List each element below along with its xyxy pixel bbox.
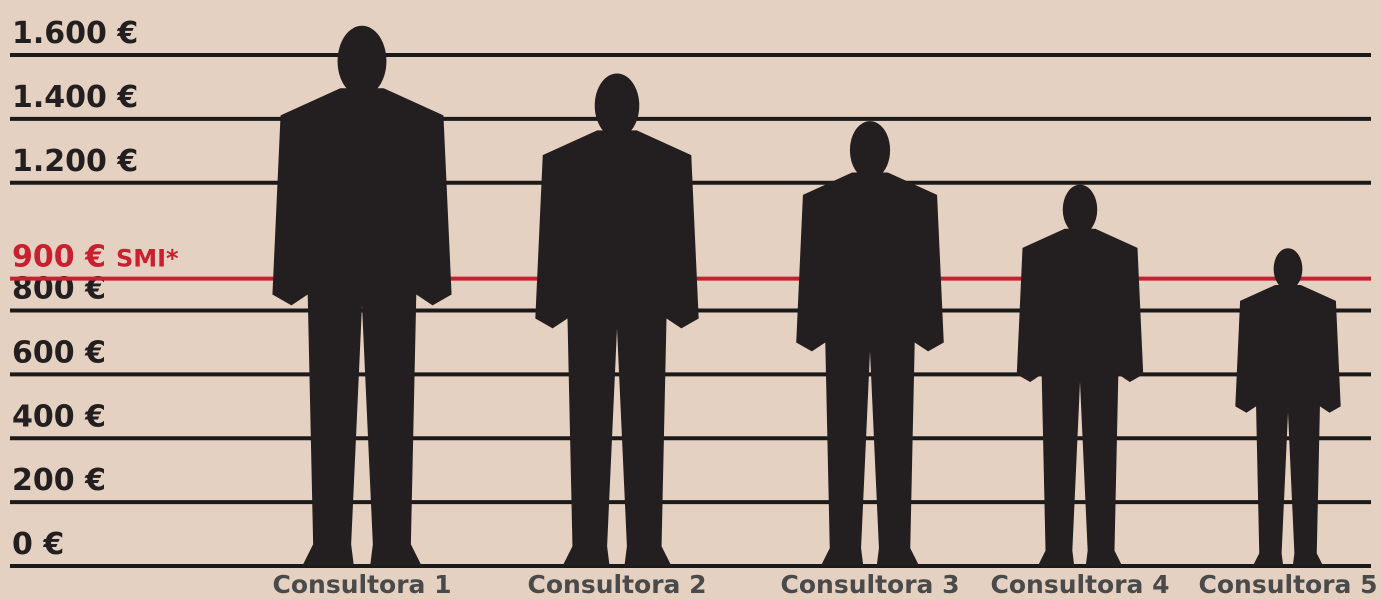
reference-label: SMI* [116, 245, 179, 273]
head [1063, 185, 1097, 235]
y-tick-label: 1.600 € [12, 16, 138, 51]
reference-value: 900 € [12, 240, 106, 275]
body [1017, 229, 1143, 566]
head [1274, 248, 1303, 290]
x-tick-label: Consultora 5 [1199, 570, 1378, 599]
x-tick-label: Consultora 2 [528, 570, 707, 599]
silhouette [535, 73, 698, 566]
y-tick-label: 600 € [12, 335, 106, 370]
head [595, 73, 640, 137]
body [1235, 285, 1340, 566]
body [272, 88, 451, 566]
y-tick-label: 0 € [12, 527, 64, 562]
x-tick-label: Consultora 1 [273, 570, 452, 599]
x-tick-label: Consultora 4 [991, 570, 1170, 599]
x-tick-label: Consultora 3 [781, 570, 960, 599]
y-tick-label: 1.400 € [12, 80, 138, 115]
head [850, 121, 890, 179]
y-tick-label: 1.200 € [12, 144, 138, 179]
head [338, 26, 387, 97]
silhouette [1235, 248, 1340, 566]
chart: 0 €200 €400 €600 €800 €1.200 €1.400 €1.6… [0, 0, 1381, 599]
y-tick-label: 200 € [12, 463, 106, 498]
body [796, 173, 944, 566]
silhouette [1017, 185, 1143, 566]
reference-tick-label: 900 € SMI* [12, 240, 179, 275]
silhouette [796, 121, 944, 566]
y-tick-label: 400 € [12, 399, 106, 434]
silhouette [272, 26, 451, 566]
